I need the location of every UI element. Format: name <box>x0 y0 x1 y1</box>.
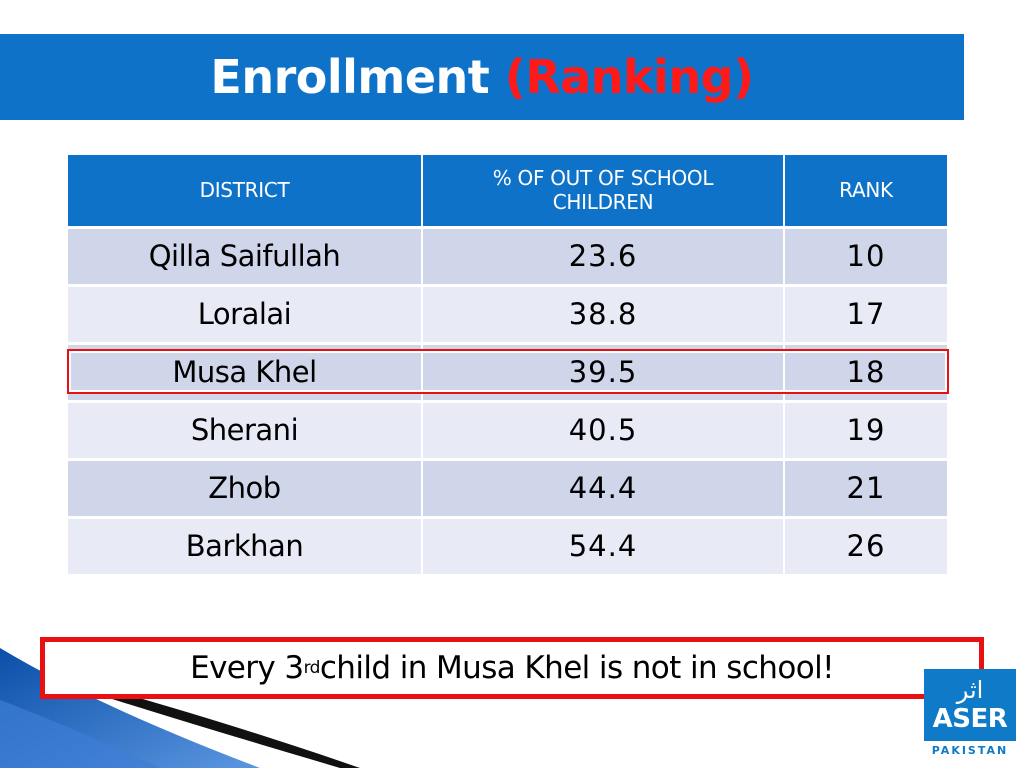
rank-cell: 10 <box>784 227 947 287</box>
percent-cell: 23.6 <box>422 227 785 287</box>
rank-cell: 26 <box>784 517 947 577</box>
title-banner: Enrollment (Ranking) <box>0 34 964 120</box>
district-cell: Sherani <box>68 401 423 461</box>
rank-cell: 21 <box>784 459 947 519</box>
row-highlight-box <box>67 349 949 394</box>
title-main: Enrollment <box>210 50 490 104</box>
percent-cell: 40.5 <box>422 401 785 461</box>
callout-text-start: Every 3 <box>190 650 304 686</box>
header-district: DISTRICT <box>68 155 423 229</box>
percent-cell: 38.8 <box>422 285 785 345</box>
district-cell: Zhob <box>68 459 423 519</box>
table-row: Sherani 40.5 19 <box>68 401 947 461</box>
table-row: Zhob 44.4 21 <box>68 459 947 519</box>
rank-cell: 19 <box>784 401 947 461</box>
district-cell: Qilla Saifullah <box>68 227 423 287</box>
rank-cell: 17 <box>784 285 947 345</box>
table-row: Qilla Saifullah 23.6 10 <box>68 227 947 287</box>
district-cell: Loralai <box>68 285 423 345</box>
percent-cell: 54.4 <box>422 517 785 577</box>
table-row: Barkhan 54.4 26 <box>68 517 947 577</box>
logo-name: ASER <box>932 704 1008 734</box>
callout-ordinal-suffix: rd <box>303 658 321 678</box>
page-title: Enrollment (Ranking) <box>210 50 754 104</box>
logo-subtitle: PAKISTAN <box>924 741 1016 761</box>
ranking-table: DISTRICT % OF OUT OF SCHOOL CHILDREN RAN… <box>68 155 947 577</box>
table-row: Loralai 38.8 17 <box>68 285 947 345</box>
callout-text-end: child in Musa Khel is not in school! <box>319 650 835 686</box>
aser-logo: اثر ASER PAKISTAN <box>924 669 1016 761</box>
logo-urdu-text: اثر <box>956 676 984 704</box>
percent-cell: 44.4 <box>422 459 785 519</box>
header-percent-out-of-school: % OF OUT OF SCHOOL CHILDREN <box>422 155 785 229</box>
district-cell: Barkhan <box>68 517 423 577</box>
title-accent: (Ranking) <box>504 50 754 104</box>
header-rank: RANK <box>784 155 947 229</box>
table-header-row: DISTRICT % OF OUT OF SCHOOL CHILDREN RAN… <box>68 155 947 229</box>
